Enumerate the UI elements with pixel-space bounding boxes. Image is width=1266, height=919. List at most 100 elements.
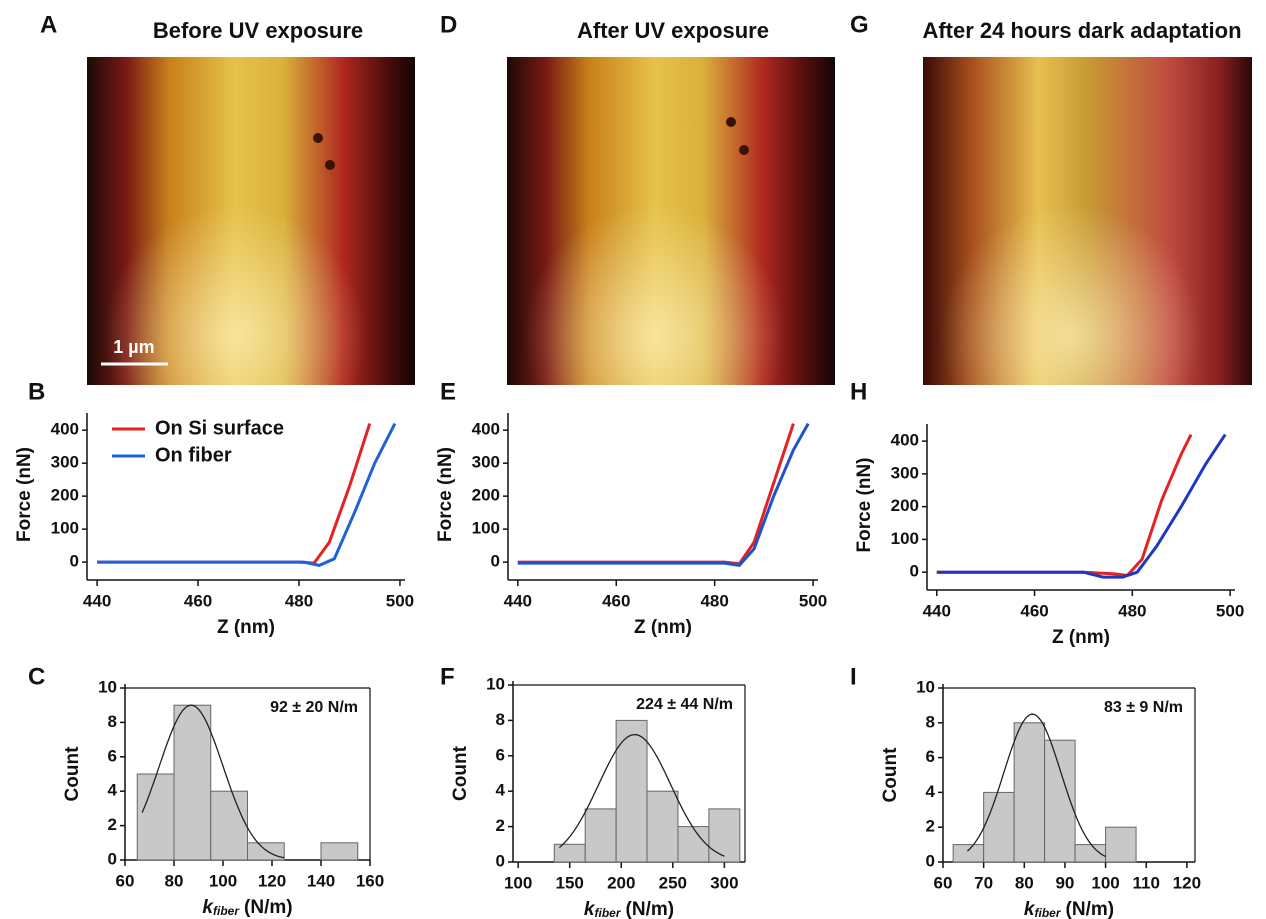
x-tick-label: 460 [184, 591, 212, 610]
force-curve [97, 423, 372, 565]
y-tick-label: 2 [926, 817, 935, 836]
y-tick-label: 6 [496, 745, 505, 764]
fit-annotation: 92 ± 20 N/m [270, 699, 358, 716]
panel-letter: E [440, 378, 456, 405]
force-curve [517, 423, 795, 566]
x-axis-title-part: k [584, 899, 596, 919]
x-tick-label: 120 [1173, 873, 1201, 892]
y-axis-title: Force (nN) [854, 458, 875, 553]
y-axis-title: Count [880, 747, 901, 803]
y-tick-label: 0 [70, 552, 79, 571]
y-tick-label: 8 [496, 710, 505, 729]
x-axis-title: Z (nm) [634, 617, 692, 638]
histogram-bar [983, 791, 1015, 863]
x-axis-title-part: (N/m) [626, 899, 675, 919]
x-tick-label: 500 [799, 591, 827, 610]
legend-label: On Si surface [155, 417, 284, 439]
histogram-bar [173, 704, 212, 861]
image-title: After UV exposure [577, 18, 769, 43]
panel-letter: B [28, 378, 45, 405]
legend-label: On fiber [155, 444, 232, 466]
histogram-bar [1013, 722, 1046, 863]
histogram-bar [320, 842, 359, 861]
panel-d: D After UV exposure [440, 11, 835, 385]
y-tick-label: 10 [98, 677, 117, 696]
x-tick-label: 140 [307, 871, 335, 890]
x-axis-title-part: fiber [213, 904, 240, 918]
x-tick-label: 160 [356, 871, 384, 890]
y-tick-label: 400 [891, 431, 919, 450]
y-tick-label: 0 [496, 851, 505, 870]
panel-letter: G [850, 11, 869, 38]
force-curve [936, 433, 1193, 577]
y-tick-label: 0 [926, 851, 935, 870]
y-tick-label: 400 [472, 420, 500, 439]
panel-letter: D [440, 11, 457, 38]
x-axis-title: kfiber (N/m) [202, 897, 292, 918]
histogram-bar [708, 808, 741, 863]
force-curve [517, 422, 810, 568]
x-tick-label: 480 [700, 591, 728, 610]
afm-highlight [507, 57, 835, 385]
y-tick-label: 300 [51, 453, 79, 472]
x-axis-title: kfiber (N/m) [1024, 899, 1114, 919]
x-tick-label: 480 [1118, 601, 1146, 620]
y-tick-label: 200 [51, 486, 79, 505]
afm-pit [739, 145, 749, 155]
y-tick-label: 8 [108, 712, 117, 731]
x-axis-title-part: fiber [595, 906, 622, 919]
x-tick-label: 100 [504, 873, 532, 892]
x-tick-label: 150 [556, 873, 584, 892]
histogram-bar [247, 842, 285, 861]
image-title: After 24 hours dark adaptation [922, 18, 1241, 43]
y-tick-label: 300 [472, 453, 500, 472]
y-tick-label: 200 [891, 496, 919, 515]
x-axis-title-part: k [202, 897, 214, 918]
afm-pit [325, 160, 335, 170]
panel-letter: F [440, 663, 455, 690]
x-tick-label: 300 [710, 873, 738, 892]
x-tick-label: 90 [1055, 873, 1074, 892]
y-tick-label: 4 [108, 781, 118, 800]
x-tick-label: 70 [974, 873, 993, 892]
y-tick-label: 100 [472, 519, 500, 538]
histogram-bar [584, 808, 617, 863]
x-tick-label: 100 [209, 871, 237, 890]
y-tick-label: 300 [891, 463, 919, 482]
afm-pit [313, 133, 323, 143]
histogram-bar [646, 790, 679, 863]
histogram-bar [952, 844, 985, 863]
y-tick-label: 2 [108, 815, 117, 834]
x-tick-label: 460 [602, 591, 630, 610]
x-tick-label: 60 [116, 871, 135, 890]
y-tick-label: 2 [496, 816, 505, 835]
y-tick-label: 6 [926, 747, 935, 766]
afm-highlight [923, 57, 1252, 385]
y-tick-label: 0 [910, 562, 919, 581]
x-tick-label: 110 [1133, 873, 1160, 892]
gaussian-fit [558, 733, 725, 857]
x-axis-title-part: (N/m) [244, 897, 293, 918]
y-tick-label: 10 [486, 674, 505, 693]
histogram-bar [677, 826, 710, 863]
gaussian-fit [966, 713, 1106, 858]
histogram-bar [210, 790, 248, 861]
x-tick-label: 80 [165, 871, 184, 890]
y-tick-label: 4 [926, 782, 936, 801]
y-tick-label: 4 [496, 781, 506, 800]
y-tick-label: 200 [472, 486, 500, 505]
x-tick-label: 250 [659, 873, 687, 892]
x-tick-label: 120 [258, 871, 286, 890]
x-axis-title: Z (nm) [1052, 627, 1110, 648]
panel-letter: H [850, 378, 867, 405]
image-title: Before UV exposure [153, 18, 363, 43]
scale-bar-label: 1 µm [113, 337, 154, 357]
panel-g: G After 24 hours dark adaptation [850, 11, 1252, 385]
x-axis-title-part: fiber [1035, 906, 1062, 919]
afm-highlight [87, 57, 415, 385]
x-tick-label: 460 [1020, 601, 1048, 620]
y-tick-label: 100 [51, 519, 79, 538]
y-axis-title: Force (nN) [435, 447, 456, 542]
y-tick-label: 100 [891, 529, 919, 548]
